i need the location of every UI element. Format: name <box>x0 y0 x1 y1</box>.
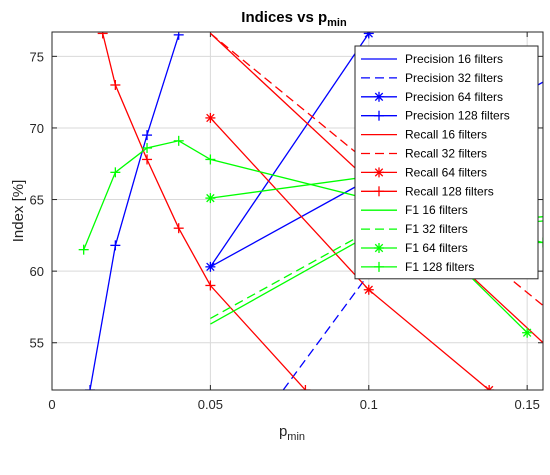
x-tick-label: 0.1 <box>360 397 378 412</box>
data-point-marker <box>484 385 495 390</box>
data-point-marker <box>205 193 216 204</box>
chart-title-subscript: min <box>327 17 347 29</box>
series-precision-64-filters <box>205 32 374 272</box>
plot-frame <box>51 31 544 391</box>
data-point-marker <box>110 167 121 178</box>
data-point-marker <box>522 327 533 338</box>
chart-title: Indices vs pmin <box>241 9 347 29</box>
data-point-marker <box>85 385 96 390</box>
series-recall-128-filters <box>97 32 311 390</box>
data-point-marker <box>173 223 184 234</box>
y-tick-label: 65 <box>30 193 44 208</box>
legend-item-recall-128-filters: Recall 128 filters <box>361 184 494 198</box>
series-line-precision-128-filters <box>89 34 180 390</box>
data-point-marker <box>142 154 153 165</box>
legend-item-f1-128-filters: F1 128 filters <box>361 260 474 274</box>
legend-label: F1 64 filters <box>405 241 468 255</box>
legend-box <box>354 45 539 280</box>
chart-title-main: Indices vs p <box>241 9 327 26</box>
legend: Precision 16 filters Precision 32 filters… <box>354 45 539 280</box>
legend-label: Recall 16 filters <box>405 128 487 142</box>
data-point-marker <box>205 261 216 272</box>
series-f1-128-filters <box>78 135 543 255</box>
legend-item-f1-32-filters: F1 32 filters <box>361 222 468 236</box>
legend-label: Recall 32 filters <box>405 147 487 161</box>
data-point-marker <box>110 240 121 251</box>
x-tick-label: 0.15 <box>515 397 540 412</box>
data-point-marker <box>538 237 543 248</box>
data-point-marker <box>205 154 216 165</box>
legend-label: Recall 128 filters <box>405 184 494 198</box>
legend-label: Precision 64 filters <box>405 90 503 104</box>
legend-label: F1 128 filters <box>405 260 474 274</box>
legend-item-precision-32-filters: Precision 32 filters <box>361 71 503 85</box>
legend-label: Recall 64 filters <box>405 165 487 179</box>
data-point-marker <box>363 32 374 39</box>
legend-marker <box>374 186 384 197</box>
data-point-marker <box>142 130 153 141</box>
legend-label: Precision 16 filters <box>405 52 503 66</box>
y-tick-label: 75 <box>30 49 44 64</box>
data-point-marker <box>173 32 184 40</box>
x-tick-label: 0 <box>48 397 55 412</box>
legend-marker <box>374 110 384 121</box>
legend-label: Precision 32 filters <box>405 71 503 85</box>
legend-item-recall-32-filters: Recall 32 filters <box>361 147 487 161</box>
x-axis-label-subscript: min <box>287 431 305 443</box>
series-line-f1-128-filters <box>83 140 543 250</box>
series-recall-64-filters <box>205 112 495 390</box>
legend-marker <box>374 243 384 253</box>
data-point-marker <box>110 79 121 90</box>
y-tick-label: 60 <box>30 264 44 279</box>
y-axis-label: Index [%] <box>10 180 27 243</box>
legend-label: Precision 128 filters <box>405 109 510 123</box>
data-point-marker <box>300 385 311 390</box>
legend-item-recall-16-filters: Recall 16 filters <box>361 128 487 142</box>
legend-label: F1 32 filters <box>405 222 468 236</box>
y-tick-label: 70 <box>30 121 44 136</box>
legend-item-precision-16-filters: Precision 16 filters <box>361 52 503 66</box>
x-axis-label-main: p <box>279 423 287 440</box>
x-tick-label: 0.05 <box>198 397 223 412</box>
data-point-marker <box>205 280 216 291</box>
legend-item-recall-64-filters: Recall 64 filters <box>361 165 487 179</box>
y-tick-label: 55 <box>30 336 44 351</box>
legend-item-f1-16-filters: F1 16 filters <box>361 203 468 217</box>
data-point-marker <box>205 112 216 123</box>
legend-marker <box>374 91 384 102</box>
series-line-precision-64-filters <box>209 33 370 268</box>
legend-item-f1-64-filters: F1 64 filters <box>361 241 468 255</box>
data-point-marker <box>363 284 374 295</box>
legend-item-precision-64-filters: Precision 64 filters <box>361 90 503 104</box>
data-point-marker <box>97 32 108 39</box>
data-point-marker <box>142 142 153 153</box>
tick-labels: 0 0.05 0.1 0.15 55 60 65 70 75 <box>30 49 540 412</box>
data-point-marker <box>173 135 184 146</box>
data-point-marker <box>78 244 89 255</box>
legend-label: F1 16 filters <box>405 203 468 217</box>
legend-marker <box>374 167 384 178</box>
series-line-recall-128-filters <box>102 33 306 390</box>
legend-item-precision-128-filters: Precision 128 filters <box>361 109 510 123</box>
series-precision-128-filters <box>85 32 184 390</box>
x-axis-label: pmin <box>279 423 305 443</box>
legend-marker <box>374 261 384 272</box>
